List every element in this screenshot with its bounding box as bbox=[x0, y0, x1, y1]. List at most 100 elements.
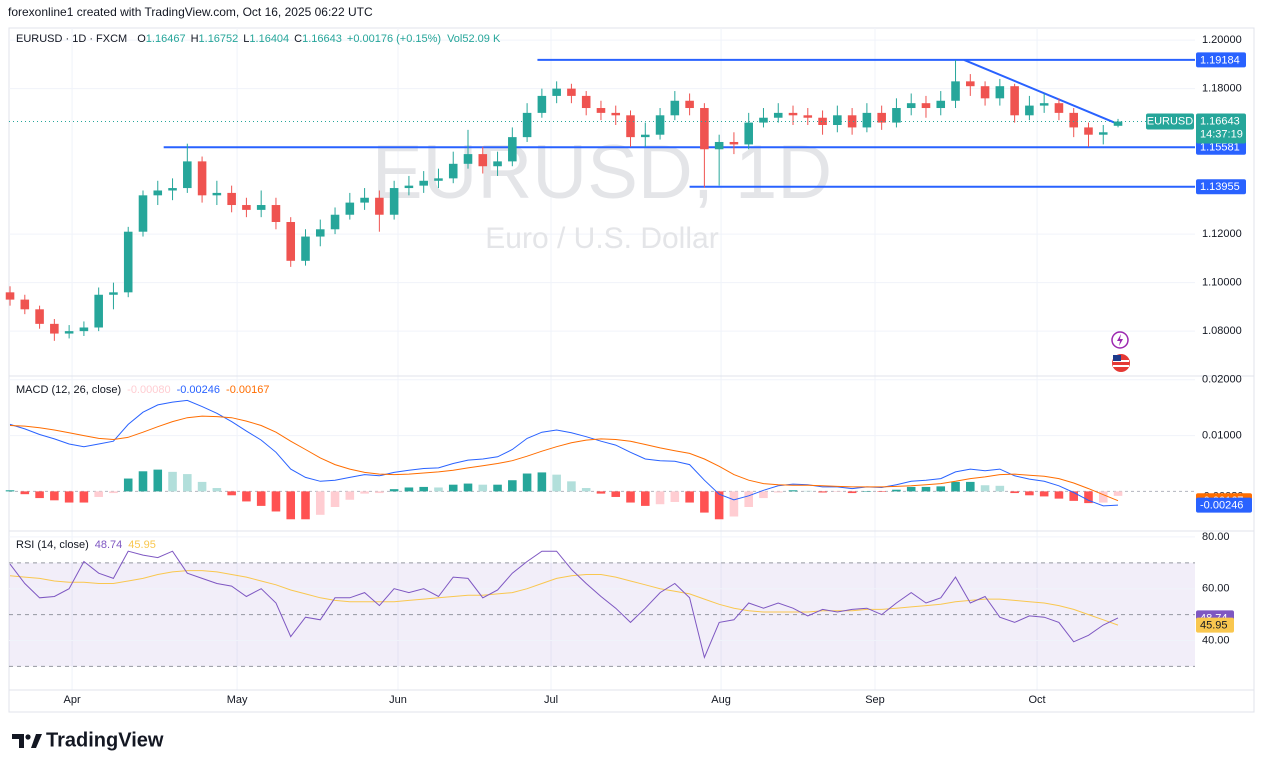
candle-body bbox=[508, 137, 517, 162]
candle-body bbox=[1084, 127, 1093, 135]
ohlc-value: 1.16643 bbox=[302, 33, 342, 45]
histogram-bar bbox=[1113, 491, 1123, 496]
histogram-bar bbox=[818, 491, 827, 493]
ohlc-value: 1.16752 bbox=[199, 33, 239, 45]
candle-body bbox=[197, 161, 207, 196]
ohlc-letter: H bbox=[191, 33, 199, 45]
candle-body bbox=[434, 178, 443, 181]
x-tick-label: Apr bbox=[64, 694, 81, 706]
rsi-ma-line bbox=[9, 570, 1119, 626]
level-badge: 1.13955 bbox=[1200, 181, 1240, 193]
histogram-bar bbox=[20, 491, 30, 495]
histogram-bar bbox=[35, 491, 44, 499]
candle-body bbox=[109, 292, 118, 295]
candle-body bbox=[670, 100, 680, 116]
histogram-bar bbox=[109, 491, 118, 494]
candle-body bbox=[463, 154, 473, 164]
histogram-bar bbox=[833, 491, 842, 492]
candle-body bbox=[1054, 103, 1064, 113]
price-legend: EURUSD · 1D · FXCM O1.16467 H1.16752 L1.164… bbox=[16, 33, 501, 45]
brand-name: TradingView bbox=[46, 729, 164, 751]
rsi-legend: RSI (14, close) 48.74 45.95 bbox=[16, 539, 156, 551]
candle-body bbox=[611, 112, 621, 116]
histogram-bar bbox=[79, 491, 89, 503]
x-tick-label: May bbox=[227, 694, 248, 706]
symbol-tag: EURUSD bbox=[1147, 115, 1194, 127]
histogram-bar bbox=[552, 474, 561, 492]
candle-body bbox=[744, 122, 753, 145]
ohlc-letter: L bbox=[243, 33, 249, 45]
candle-body bbox=[626, 115, 635, 138]
candle-body bbox=[980, 86, 990, 99]
candle-body bbox=[729, 141, 739, 145]
histogram-value: -0.00080 bbox=[127, 384, 170, 396]
candle-body bbox=[35, 309, 44, 324]
y-tick-label: 1.12000 bbox=[1202, 228, 1242, 240]
level-badge: 1.19184 bbox=[1200, 54, 1240, 66]
x-tick-label: Aug bbox=[711, 694, 731, 706]
y-tick-label: 40.00 bbox=[1202, 634, 1230, 646]
candle-body bbox=[389, 188, 399, 215]
alert-bolt bbox=[1117, 334, 1123, 346]
histogram-bar bbox=[375, 491, 384, 494]
histogram-bar bbox=[847, 491, 857, 494]
histogram-bar bbox=[773, 491, 783, 493]
candle-body bbox=[448, 163, 458, 179]
rsi-ma-value: 45.95 bbox=[128, 539, 156, 551]
candle-body bbox=[375, 197, 384, 215]
histogram-bar bbox=[567, 481, 576, 492]
candle-body bbox=[478, 154, 488, 167]
histogram-bar bbox=[138, 471, 148, 492]
attribution: forexonline1 created with TradingView.co… bbox=[8, 5, 373, 19]
histogram-bar bbox=[345, 491, 355, 500]
candle-body bbox=[951, 81, 960, 101]
indicator-icons bbox=[1111, 331, 1130, 372]
histogram-bar bbox=[862, 491, 872, 492]
candle-body bbox=[1010, 86, 1019, 116]
histogram-bar bbox=[1039, 491, 1049, 497]
histogram-bar bbox=[1025, 491, 1034, 496]
histogram-bar bbox=[94, 491, 103, 497]
candle-body bbox=[759, 117, 768, 123]
histogram-bar bbox=[389, 489, 399, 492]
plot-layer: Apr May Jun Jul Aug Sep Oct 1.20000 1.18000 1.120… bbox=[5, 33, 1252, 706]
histogram-bar bbox=[301, 491, 310, 520]
histogram-bar bbox=[508, 480, 517, 492]
symbol: EURUSD · 1D · FXCM bbox=[16, 33, 127, 45]
candle-body bbox=[360, 197, 369, 203]
last-price-badge-bg bbox=[1196, 113, 1246, 144]
candle-body bbox=[966, 81, 975, 87]
histogram-bar bbox=[803, 490, 813, 492]
histogram-bar bbox=[626, 491, 635, 503]
candle-body bbox=[995, 86, 1005, 99]
ohlc-value: 1.16467 bbox=[146, 33, 186, 45]
candle-body bbox=[921, 103, 931, 109]
candle-body bbox=[581, 95, 591, 109]
histogram-bar bbox=[966, 481, 975, 492]
candle-body bbox=[714, 141, 724, 150]
candle-body bbox=[641, 134, 650, 138]
histogram-bar bbox=[522, 473, 532, 492]
histogram-bar bbox=[286, 491, 296, 520]
candle-body bbox=[212, 192, 222, 196]
candle-body bbox=[301, 236, 310, 261]
rsi-value: 48.74 bbox=[95, 539, 123, 551]
histogram-bar bbox=[493, 484, 502, 492]
histogram-bar bbox=[980, 485, 990, 492]
macd-value: -0.00246 bbox=[177, 384, 220, 396]
candle-body bbox=[700, 108, 709, 150]
candle-body bbox=[242, 205, 251, 210]
candle-body bbox=[596, 108, 606, 113]
volume: Vol52.09 K bbox=[447, 33, 501, 45]
histogram-bar bbox=[478, 484, 488, 492]
histogram-bar bbox=[256, 491, 266, 506]
histogram-bar bbox=[197, 481, 207, 492]
change: +0.00176 (+0.15%) bbox=[347, 33, 441, 45]
histogram-bar bbox=[700, 491, 709, 513]
histogram-bar bbox=[537, 472, 547, 492]
candle-body bbox=[64, 331, 74, 334]
histogram-bar bbox=[271, 491, 281, 512]
rsi-ma-badge-bg bbox=[1196, 617, 1234, 633]
